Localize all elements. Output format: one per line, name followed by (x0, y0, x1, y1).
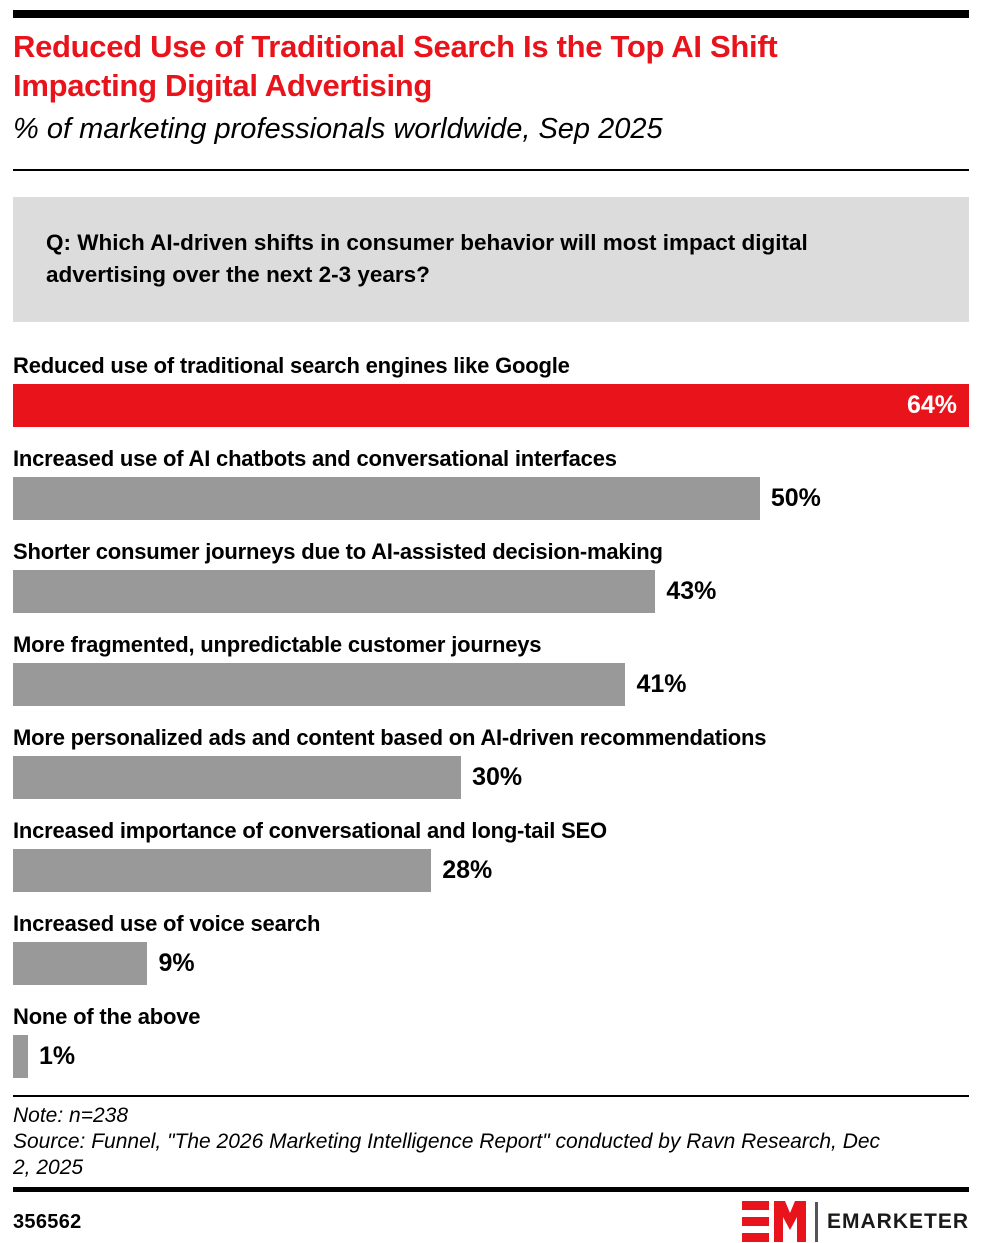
chart-row: Reduced use of traditional search engine… (13, 351, 969, 427)
bar-track: 28% (13, 849, 969, 892)
chart-row: None of the above 1% (13, 1002, 969, 1078)
bar-track: 30% (13, 756, 969, 799)
bar-label: None of the above (13, 1004, 201, 1029)
bar (13, 570, 656, 613)
bar (13, 477, 760, 520)
chart-row: Increased importance of conversational a… (13, 816, 969, 892)
logo-separator (814, 1202, 818, 1242)
bar (13, 849, 432, 892)
em-logo-icon (741, 1201, 806, 1242)
question-text: Q: Which AI-driven shifts in consumer be… (46, 230, 808, 287)
bar-track: 9% (13, 942, 969, 985)
chart-subtitle: % of marketing professionals worldwide, … (13, 113, 663, 145)
chart-row: More personalized ads and content based … (13, 723, 969, 799)
source-text: Source: Funnel, "The 2026 Marketing Inte… (13, 1130, 881, 1179)
bar-label: Shorter consumer journeys due to AI-assi… (13, 539, 663, 564)
bar (13, 663, 626, 706)
bar-track: 43% (13, 570, 969, 613)
bar-value: 41% (636, 670, 687, 698)
question-box: Q: Which AI-driven shifts in consumer be… (13, 197, 969, 322)
footer-thick-rule (13, 1187, 969, 1192)
bar-track: 50% (13, 477, 969, 520)
bar: 64% (13, 384, 969, 427)
notes-block: Note: n=238 Source: Funnel, "The 2026 Ma… (13, 1103, 969, 1181)
bar (13, 942, 148, 985)
bar-label: Increased importance of conversational a… (13, 818, 607, 843)
bar-label: Reduced use of traditional search engine… (13, 353, 570, 378)
bar-value: 43% (666, 577, 717, 605)
bar-value: 30% (472, 763, 523, 791)
bar-value: 1% (38, 1042, 76, 1070)
footer-thin-rule (13, 1095, 969, 1097)
bar-value: 64% (906, 391, 957, 419)
bar-value: 50% (770, 484, 821, 512)
top-rule (13, 10, 969, 18)
chart-title: Reduced Use of Traditional Search Is the… (13, 29, 778, 103)
chart-row: Increased use of AI chatbots and convers… (13, 444, 969, 520)
bar (13, 756, 462, 799)
footer-bar: 356562 EMARKETER (13, 1201, 969, 1243)
bar-label: More personalized ads and content based … (13, 725, 767, 750)
bar-value: 9% (158, 949, 195, 977)
bar-track: 41% (13, 663, 969, 706)
emarketer-logo: EMARKETER (741, 1201, 969, 1243)
bar-track: 64% (13, 384, 969, 427)
bar (13, 1035, 28, 1078)
bar-label: Increased use of voice search (13, 911, 321, 936)
bar-label: Increased use of AI chatbots and convers… (13, 446, 617, 471)
note-text: Note: n=238 (13, 1104, 129, 1127)
header-divider (13, 169, 969, 171)
chart-row: Shorter consumer journeys due to AI-assi… (13, 537, 969, 613)
chart-row: More fragmented, unpredictable customer … (13, 630, 969, 706)
bar-track: 1% (13, 1035, 969, 1078)
brand-name: EMARKETER (826, 1210, 969, 1233)
chart-id: 356562 (13, 1210, 82, 1233)
chart-row: Increased use of voice search 9% (13, 909, 969, 985)
bar-value: 28% (442, 856, 493, 884)
bar-chart: Reduced use of traditional search engine… (13, 351, 969, 1078)
bar-label: More fragmented, unpredictable customer … (13, 632, 542, 657)
